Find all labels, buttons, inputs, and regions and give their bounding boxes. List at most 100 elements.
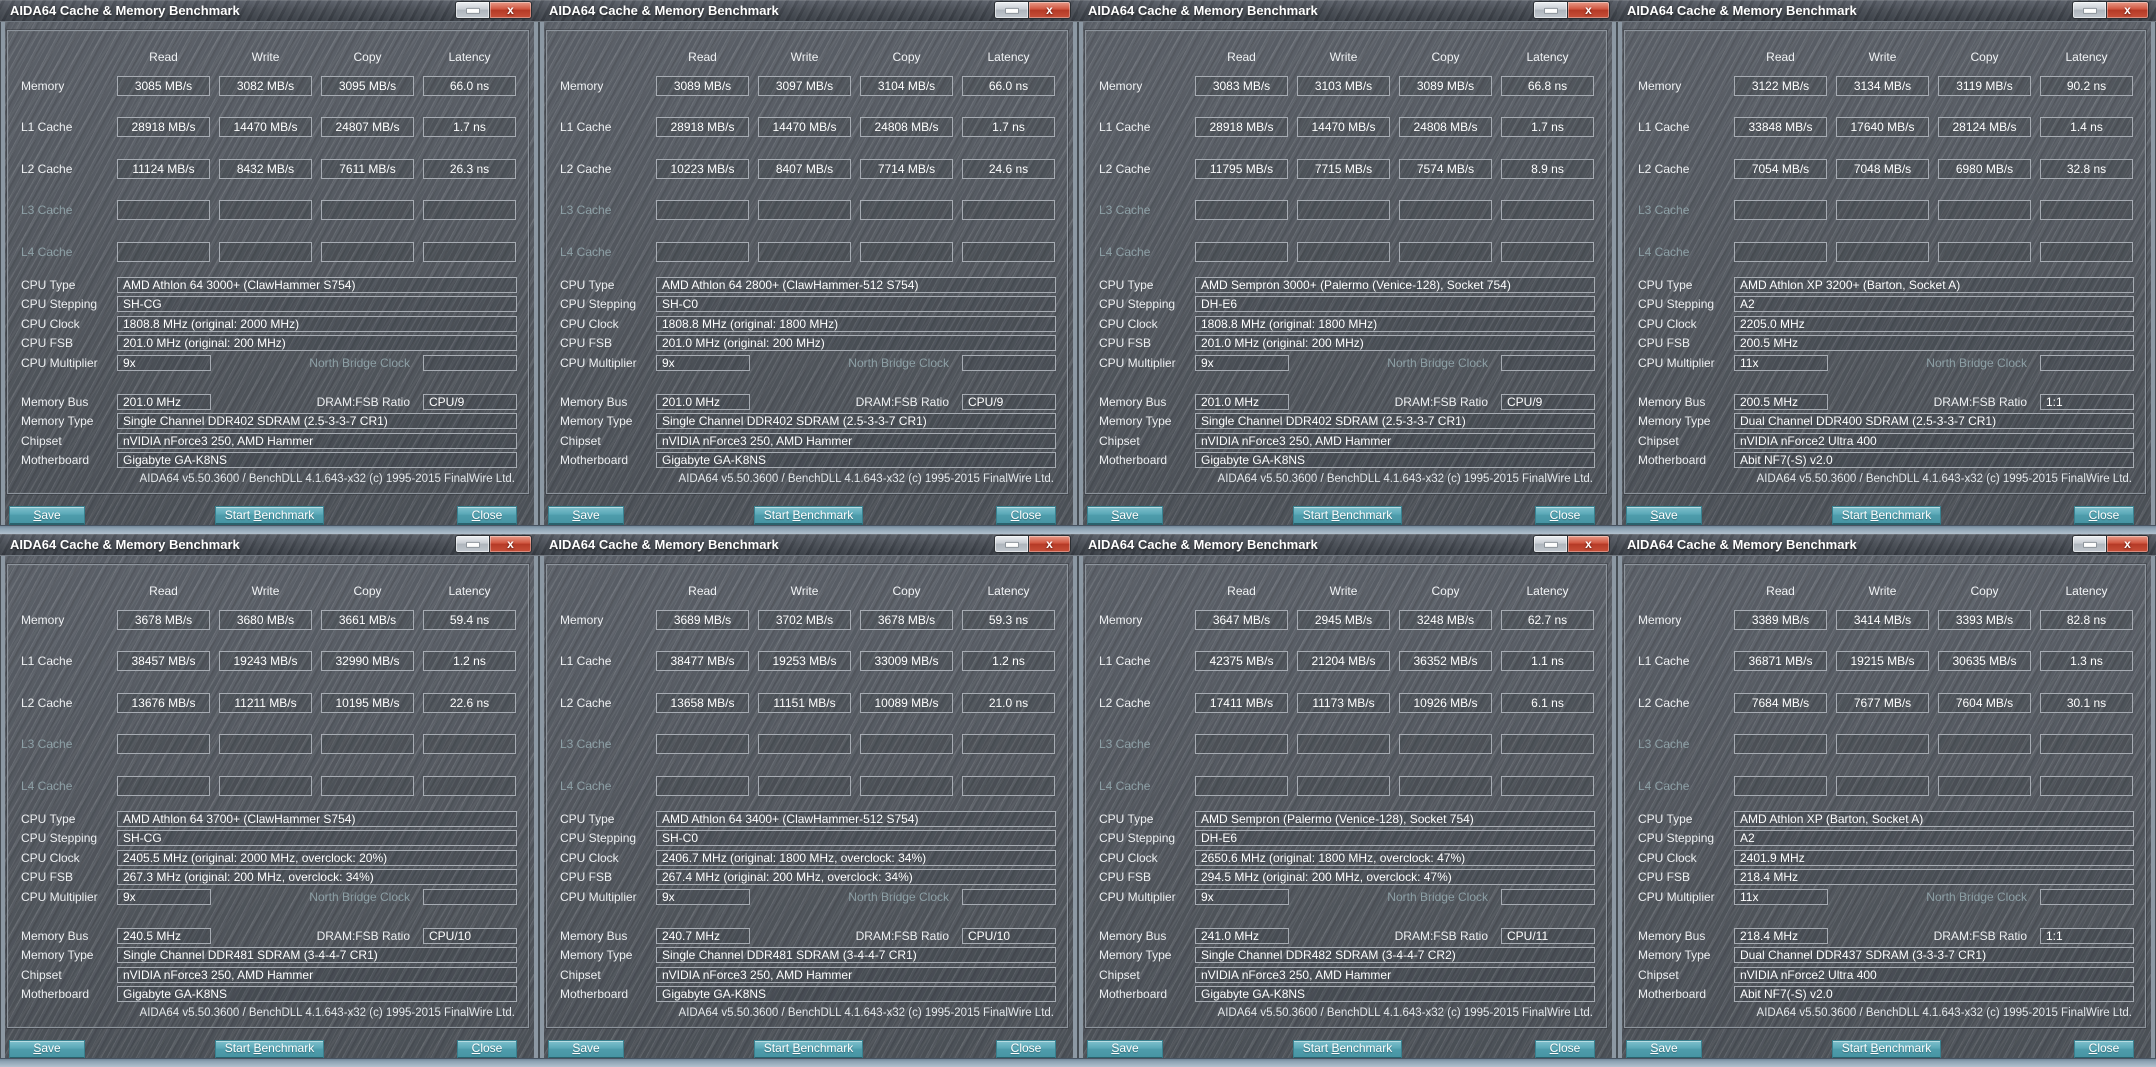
column-header-copy: Copy [892, 583, 921, 598]
close-button[interactable]: x [1028, 1, 1071, 19]
start-benchmark-button[interactable]: Start Benchmark [1293, 1039, 1402, 1059]
close-button[interactable]: x [489, 1, 532, 19]
column-header-latency: Latency [987, 583, 1030, 598]
start-benchmark-button[interactable]: Start Benchmark [215, 506, 324, 525]
memory-read-value: 3689 MB/s [656, 609, 749, 630]
row-label-l3-cache: L3 Cache [21, 736, 73, 751]
close-window-button[interactable]: Close [1535, 1039, 1595, 1059]
minimize-button[interactable] [994, 534, 1028, 553]
column-header-latency: Latency [987, 50, 1030, 64]
minimize-button[interactable] [1533, 534, 1567, 553]
memory-read-value: 3122 MB/s [1734, 76, 1827, 96]
l1-write-value: 21204 MB/s [1297, 650, 1390, 671]
l1-copy-value: 24807 MB/s [321, 117, 414, 137]
close-button[interactable]: x [1028, 534, 1071, 553]
close-window-button[interactable]: Close [996, 1039, 1056, 1059]
label-memory-type: Memory Type [1638, 414, 1711, 428]
close-window-button[interactable]: Close [2074, 506, 2134, 525]
start-benchmark-button[interactable]: Start Benchmark [754, 506, 863, 525]
start-benchmark-button[interactable]: Start Benchmark [215, 1039, 324, 1059]
titlebar[interactable]: AIDA64 Cache & Memory Benchmark x [0, 533, 539, 556]
l2-copy-value: 7574 MB/s [1399, 159, 1492, 179]
start-benchmark-button[interactable]: Start Benchmark [1832, 506, 1941, 525]
label-motherboard: Motherboard [1638, 453, 1707, 467]
row-label-l4-cache: L4 Cache [1099, 245, 1151, 259]
l3-read-value [656, 200, 749, 220]
motherboard-value: Gigabyte GA-K8NS [117, 985, 517, 1002]
cpu-fsb-value: 267.4 MHz (original: 200 MHz, overclock:… [656, 868, 1056, 885]
motherboard-value: Gigabyte GA-K8NS [656, 452, 1056, 468]
save-button[interactable]: Save [1626, 1039, 1702, 1059]
minimize-button[interactable] [455, 534, 489, 553]
close-button[interactable]: x [1567, 1, 1610, 19]
close-button[interactable]: x [1567, 534, 1610, 553]
l1-write-value: 14470 MB/s [219, 117, 312, 137]
label-north-bridge-clock: North Bridge Clock [1387, 356, 1488, 370]
label-cpu-clock: CPU Clock [21, 317, 80, 331]
column-header-copy: Copy [1970, 583, 1999, 598]
memory-read-value: 3083 MB/s [1195, 76, 1288, 96]
memory-read-value: 3089 MB/s [656, 76, 749, 96]
cpu-multiplier-value: 9x [1195, 355, 1289, 371]
label-cpu-fsb: CPU FSB [1638, 869, 1691, 884]
save-button[interactable]: Save [1087, 506, 1163, 525]
l3-latency-value [2040, 733, 2133, 754]
start-benchmark-button[interactable]: Start Benchmark [754, 1039, 863, 1059]
l1-latency-value: 1.1 ns [1501, 650, 1594, 671]
close-window-button[interactable]: Close [996, 506, 1056, 525]
chipset-value: nVIDIA nForce2 Ultra 400 [1734, 433, 2134, 449]
close-button[interactable]: x [2106, 1, 2149, 19]
start-benchmark-button[interactable]: Start Benchmark [1832, 1039, 1941, 1059]
l4-copy-value [321, 775, 414, 796]
memory-latency-value: 62.7 ns [1501, 609, 1594, 630]
save-button[interactable]: Save [1626, 506, 1702, 525]
minimize-icon [1004, 7, 1019, 14]
motherboard-value: Abit NF7(-S) v2.0 [1734, 452, 2134, 468]
l1-read-value: 42375 MB/s [1195, 650, 1288, 671]
cpu-clock-value: 2406.7 MHz (original: 1800 MHz, overcloc… [656, 849, 1056, 866]
cpu-stepping-value: SH-CG [117, 296, 517, 312]
cpu-stepping-value: SH-CG [117, 829, 517, 846]
close-window-button[interactable]: Close [2074, 1039, 2134, 1059]
cpu-clock-value: 2205.0 MHz [1734, 316, 2134, 332]
cpu-clock-value: 1808.8 MHz (original: 1800 MHz) [656, 316, 1056, 332]
cpu-stepping-value: A2 [1734, 829, 2134, 846]
row-label-l3-cache: L3 Cache [1638, 736, 1690, 751]
column-header-write: Write [251, 50, 280, 64]
minimize-button[interactable] [1533, 1, 1567, 19]
titlebar[interactable]: AIDA64 Cache & Memory Benchmark x [539, 533, 1078, 556]
minimize-button[interactable] [455, 1, 489, 19]
titlebar[interactable]: AIDA64 Cache & Memory Benchmark x [1078, 0, 1617, 22]
close-window-button[interactable]: Close [457, 506, 517, 525]
close-window-button[interactable]: Close [457, 1039, 517, 1059]
save-button[interactable]: Save [9, 1039, 85, 1059]
memory-write-value: 3702 MB/s [758, 609, 851, 630]
minimize-icon [2082, 7, 2097, 14]
save-button[interactable]: Save [548, 1039, 624, 1059]
titlebar[interactable]: AIDA64 Cache & Memory Benchmark x [539, 0, 1078, 22]
north-bridge-clock-value [1501, 355, 1595, 371]
save-button[interactable]: Save [548, 506, 624, 525]
titlebar-buttons: x [1533, 1, 1610, 19]
column-header-write: Write [790, 583, 819, 598]
close-window-button[interactable]: Close [1535, 506, 1595, 525]
cpu-multiplier-value: 9x [117, 355, 211, 371]
column-header-latency: Latency [1526, 583, 1569, 598]
memory-type-value: Dual Channel DDR400 SDRAM (2.5-3-3-7 CR1… [1734, 413, 2134, 429]
titlebar[interactable]: AIDA64 Cache & Memory Benchmark x [0, 0, 539, 22]
minimize-button[interactable] [2072, 1, 2106, 19]
row-label-l1-cache: L1 Cache [560, 120, 612, 134]
close-button[interactable]: x [2106, 534, 2149, 553]
save-button[interactable]: Save [9, 506, 85, 525]
minimize-button[interactable] [994, 1, 1028, 19]
titlebar[interactable]: AIDA64 Cache & Memory Benchmark x [1617, 533, 2156, 556]
save-button[interactable]: Save [1087, 1039, 1163, 1059]
minimize-button[interactable] [2072, 534, 2106, 553]
label-cpu-stepping: CPU Stepping [1099, 830, 1176, 845]
version-footer: AIDA64 v5.50.3600 / BenchDLL 4.1.643-x32… [678, 1006, 1054, 1019]
titlebar[interactable]: AIDA64 Cache & Memory Benchmark x [1617, 0, 2156, 22]
titlebar[interactable]: AIDA64 Cache & Memory Benchmark x [1078, 533, 1617, 556]
cpu-clock-value: 2650.6 MHz (original: 1800 MHz, overcloc… [1195, 849, 1595, 866]
start-benchmark-button[interactable]: Start Benchmark [1293, 506, 1402, 525]
close-button[interactable]: x [489, 534, 532, 553]
